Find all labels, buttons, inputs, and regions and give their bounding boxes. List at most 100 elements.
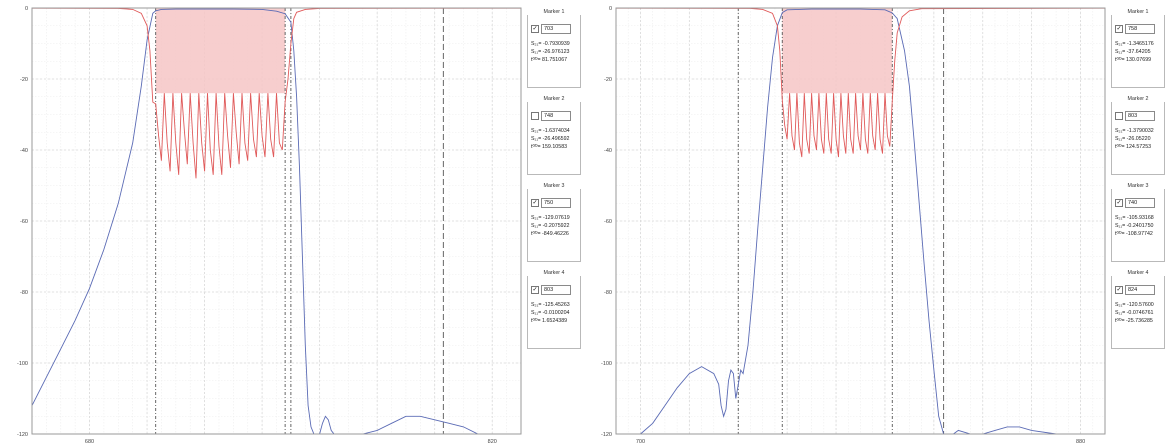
- marker-title: Marker 1: [527, 9, 581, 15]
- marker-controls: ✓ 703: [531, 24, 571, 34]
- marker-title: Marker 2: [527, 96, 581, 102]
- readout-s21: S₂₁= -120.57600: [1115, 302, 1154, 308]
- x-tick-label: 820: [488, 439, 497, 445]
- y-tick-label: -120: [17, 432, 28, 438]
- marker-title: Marker 1: [1111, 9, 1165, 15]
- readout-s11: S₁₁= -26.496592: [531, 136, 570, 142]
- series-s11-line: [615, 7, 1106, 158]
- marker-frequency-input[interactable]: 703: [541, 24, 571, 34]
- readout-group-delay: tᴳᴰ= -849.46226: [531, 231, 569, 237]
- y-tick-label: -100: [601, 361, 612, 367]
- marker-title: Marker 2: [1111, 96, 1165, 102]
- readout-s11: S₁₁= -0.0746761: [1115, 310, 1154, 316]
- readout-group-delay: tᴳᴰ= 81.751067: [531, 57, 568, 63]
- plot-frame: [615, 7, 1106, 435]
- marker-checkbox[interactable]: ✓: [1115, 25, 1123, 33]
- marker-controls: ✓ 824: [1115, 285, 1155, 295]
- y-tick-label: -100: [17, 361, 28, 367]
- y-tick-label: -80: [604, 290, 612, 296]
- readout-s11: S₁₁= -0.2401750: [1115, 223, 1154, 229]
- marker-controls: 803: [1115, 111, 1155, 121]
- marker-checkbox[interactable]: ✓: [531, 25, 539, 33]
- marker-frequency-input[interactable]: 750: [541, 198, 571, 208]
- marker-frequency-input[interactable]: 803: [1125, 111, 1155, 121]
- x-tick-label: 700: [636, 439, 645, 445]
- readout-s11: S₁₁= -37.64205: [1115, 49, 1151, 55]
- series-s11-line: [31, 7, 522, 179]
- marker-panel-left: Marker 1 ✓ 703 S₂₁= -0.7930939 S₁₁= -26.…: [527, 8, 581, 356]
- readout-s21: S₂₁= -1.6374034: [531, 128, 570, 134]
- marker-checkbox[interactable]: ✓: [1115, 199, 1123, 207]
- marker-readouts: S₂₁= -0.7930939 S₁₁= -26.976123 tᴳᴰ= 81.…: [531, 40, 570, 64]
- y-tick-label: -120: [601, 432, 612, 438]
- plot-frame: [31, 7, 522, 435]
- marker-frequency-input[interactable]: 758: [1125, 24, 1155, 34]
- marker-controls: ✓ 758: [1115, 24, 1155, 34]
- marker-readouts: S₂₁= -1.6374034 S₁₁= -26.496592 tᴳᴰ= 159…: [531, 127, 570, 151]
- marker-readouts: S₂₁= -125.45263 S₁₁= -0.0100204 tᴳᴰ= 1.6…: [531, 301, 570, 325]
- marker-controls: ✓ 740: [1115, 198, 1155, 208]
- marker-readouts: S₂₁= -120.57600 S₁₁= -0.0746761 tᴳᴰ= -25…: [1115, 301, 1154, 325]
- y-tick-label: -80: [20, 290, 28, 296]
- readout-s21: S₂₁= -0.7930939: [531, 41, 570, 47]
- readout-group-delay: tᴳᴰ= -25.736285: [1115, 318, 1153, 324]
- marker-controls: ✓ 803: [531, 285, 571, 295]
- y-tick-label: -40: [20, 148, 28, 154]
- readout-s21: S₂₁= -129.07619: [531, 215, 570, 221]
- x-tick-label: 880: [1076, 439, 1085, 445]
- readout-group-delay: tᴳᴰ= 1.6524389: [531, 318, 568, 324]
- marker-readouts: S₂₁= -105.93168 S₁₁= -0.2401750 tᴳᴰ= -10…: [1115, 214, 1154, 238]
- marker-frequency-input[interactable]: 748: [541, 111, 571, 121]
- marker-checkbox[interactable]: [531, 112, 539, 120]
- y-tick-label: -20: [604, 77, 612, 83]
- marker-panel-right: Marker 1 ✓ 758 S₂₁= -1.3465176 S₁₁= -37.…: [1111, 8, 1165, 356]
- x-tick-label: 680: [85, 439, 94, 445]
- y-tick-label: -20: [20, 77, 28, 83]
- y-tick-label: -60: [604, 219, 612, 225]
- marker-frequency-input[interactable]: 824: [1125, 285, 1155, 295]
- marker-box-2: Marker 2 803 S₂₁= -1.3790032 S₁₁= -26.05…: [1111, 95, 1165, 175]
- marker-checkbox[interactable]: ✓: [531, 199, 539, 207]
- readout-s21: S₂₁= -1.3790032: [1115, 128, 1154, 134]
- plot-area-left[interactable]: 0 -20 -40 -60 -80 -100 -120 680 820: [0, 0, 527, 445]
- readout-group-delay: tᴳᴰ= 124.57253: [1115, 144, 1152, 150]
- marker-box-3: Marker 3 ✓ 740 S₂₁= -105.93168 S₁₁= -0.2…: [1111, 182, 1165, 262]
- readout-s11: S₁₁= -26.05220: [1115, 136, 1151, 142]
- marker-title: Marker 3: [527, 183, 581, 189]
- passband-region: [782, 8, 893, 94]
- marker-box-1: Marker 1 ✓ 758 S₂₁= -1.3465176 S₁₁= -37.…: [1111, 8, 1165, 88]
- marker-readouts: S₂₁= -129.07619 S₁₁= -0.2075922 tᴳᴰ= -84…: [531, 214, 570, 238]
- marker-box-1: Marker 1 ✓ 703 S₂₁= -0.7930939 S₁₁= -26.…: [527, 8, 581, 88]
- marker-title: Marker 3: [1111, 183, 1165, 189]
- marker-readouts: S₂₁= -1.3790032 S₁₁= -26.05220 tᴳᴰ= 124.…: [1115, 127, 1154, 151]
- readout-group-delay: tᴳᴰ= -108.97742: [1115, 231, 1153, 237]
- marker-title: Marker 4: [1111, 270, 1165, 276]
- marker-checkbox[interactable]: ✓: [531, 286, 539, 294]
- marker-readouts: S₂₁= -1.3465176 S₁₁= -37.64205 tᴳᴰ= 130.…: [1115, 40, 1154, 64]
- readout-s21: S₂₁= -1.3465176: [1115, 41, 1154, 47]
- readout-group-delay: tᴳᴰ= 159.10583: [531, 144, 568, 150]
- readout-s21: S₂₁= -105.93168: [1115, 215, 1154, 221]
- readout-group-delay: tᴳᴰ= 130.07699: [1115, 57, 1152, 63]
- readout-s11: S₁₁= -0.2075922: [531, 223, 570, 229]
- y-tick-label: 0: [609, 6, 612, 12]
- marker-title: Marker 4: [527, 270, 581, 276]
- series-s21-line: [31, 8, 521, 435]
- readout-s11: S₁₁= -26.976123: [531, 49, 570, 55]
- passband-region: [155, 8, 286, 94]
- y-tick-label: -40: [604, 148, 612, 154]
- marker-controls: 748: [531, 111, 571, 121]
- marker-checkbox[interactable]: [1115, 112, 1123, 120]
- marker-controls: ✓ 750: [531, 198, 571, 208]
- marker-box-4: Marker 4 ✓ 824 S₂₁= -120.57600 S₁₁= -0.0…: [1111, 269, 1165, 349]
- plot-area-right[interactable]: 0 -20 -40 -60 -80 -100 -120 700 880: [584, 0, 1111, 445]
- marker-frequency-input[interactable]: 803: [541, 285, 571, 295]
- readout-s21: S₂₁= -125.45263: [531, 302, 570, 308]
- readout-s11: S₁₁= -0.0100204: [531, 310, 570, 316]
- marker-box-2: Marker 2 748 S₂₁= -1.6374034 S₁₁= -26.49…: [527, 95, 581, 175]
- y-tick-label: -60: [20, 219, 28, 225]
- series-s21-line: [616, 8, 1105, 435]
- marker-checkbox[interactable]: ✓: [1115, 286, 1123, 294]
- marker-frequency-input[interactable]: 740: [1125, 198, 1155, 208]
- marker-box-3: Marker 3 ✓ 750 S₂₁= -129.07619 S₁₁= -0.2…: [527, 182, 581, 262]
